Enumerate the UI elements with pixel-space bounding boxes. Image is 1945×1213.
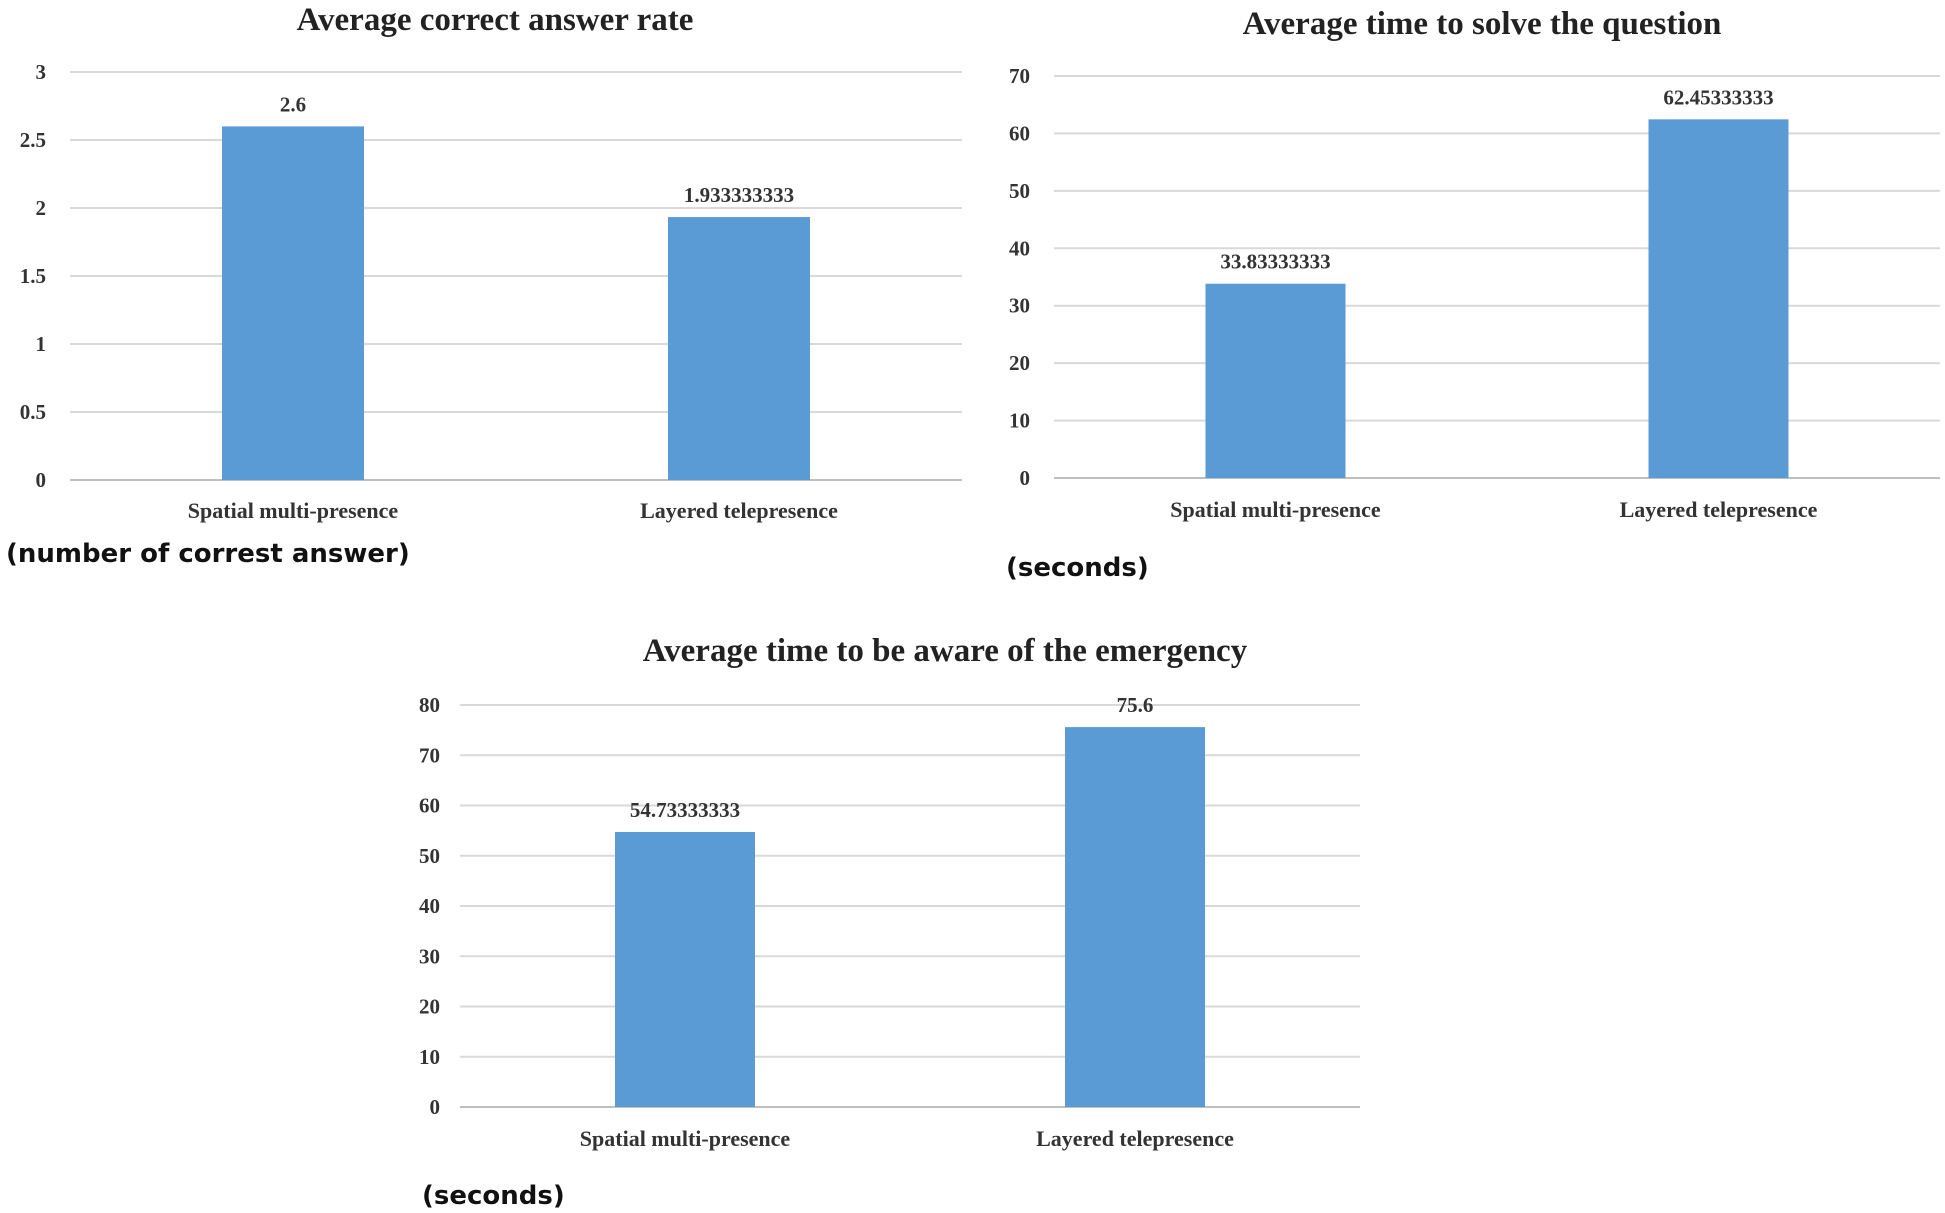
chart-title: Average time to solve the question bbox=[1243, 6, 1722, 42]
y-tick-label: 50 bbox=[419, 844, 440, 868]
y-unit-label: (number of correst answer) bbox=[6, 539, 410, 569]
bar-value-label: 62.45333333 bbox=[1663, 85, 1773, 109]
bar-value-label: 75.6 bbox=[1117, 693, 1154, 717]
bar-value-label: 54.73333333 bbox=[630, 798, 740, 822]
bar-value-label: 2.6 bbox=[280, 92, 306, 116]
x-category-label: Layered telepresence bbox=[1620, 497, 1818, 522]
bar bbox=[1205, 283, 1346, 478]
y-unit-label: (seconds) bbox=[422, 1181, 565, 1211]
y-tick-label: 80 bbox=[419, 693, 440, 717]
y-tick-label: 3 bbox=[36, 60, 47, 84]
bar-value-label: 1.933333333 bbox=[684, 183, 794, 207]
y-tick-label: 20 bbox=[1009, 351, 1030, 375]
y-tick-label: 50 bbox=[1009, 179, 1030, 203]
y-tick-label: 1.5 bbox=[20, 264, 46, 288]
y-tick-label: 2.5 bbox=[20, 128, 46, 152]
y-tick-label: 40 bbox=[419, 894, 440, 918]
x-category-label: Layered telepresence bbox=[640, 498, 838, 523]
y-tick-label: 60 bbox=[1009, 121, 1030, 145]
y-tick-label: 30 bbox=[1009, 294, 1030, 318]
y-tick-label: 70 bbox=[419, 743, 440, 767]
x-category-label: Spatial multi-presence bbox=[580, 1126, 791, 1151]
chart-correct-answer-rate: Average correct answer rate (number of c… bbox=[6, 2, 962, 569]
chart-time-to-solve: Average time to solve the question (seco… bbox=[1006, 6, 1940, 583]
bar bbox=[615, 831, 755, 1107]
x-category-label: Spatial multi-presence bbox=[188, 498, 399, 523]
y-tick-label: 0 bbox=[1020, 466, 1031, 490]
y-tick-label: 20 bbox=[419, 995, 440, 1019]
y-unit-label: (seconds) bbox=[1006, 553, 1149, 583]
bar bbox=[1648, 119, 1789, 479]
chart-title: Average correct answer rate bbox=[297, 2, 694, 38]
bar bbox=[668, 217, 810, 481]
bar-value-label: 33.83333333 bbox=[1220, 250, 1330, 274]
y-tick-label: 0 bbox=[36, 468, 47, 492]
y-tick-label: 0 bbox=[430, 1095, 441, 1119]
y-tick-label: 1 bbox=[36, 332, 47, 356]
bar bbox=[222, 126, 364, 481]
x-category-label: Layered telepresence bbox=[1036, 1126, 1234, 1151]
y-tick-label: 40 bbox=[1009, 236, 1030, 260]
bar bbox=[1065, 727, 1205, 1107]
y-tick-label: 10 bbox=[1009, 409, 1030, 433]
y-tick-label: 70 bbox=[1009, 64, 1030, 88]
y-tick-label: 60 bbox=[419, 794, 440, 818]
y-tick-label: 10 bbox=[419, 1045, 440, 1069]
chart-time-to-be-aware: Average time to be aware of the emergenc… bbox=[419, 633, 1360, 1211]
y-tick-label: 30 bbox=[419, 944, 440, 968]
y-tick-label: 0.5 bbox=[20, 400, 46, 424]
chart-title: Average time to be aware of the emergenc… bbox=[643, 633, 1248, 669]
x-category-label: Spatial multi-presence bbox=[1170, 497, 1381, 522]
y-tick-label: 2 bbox=[36, 196, 47, 220]
